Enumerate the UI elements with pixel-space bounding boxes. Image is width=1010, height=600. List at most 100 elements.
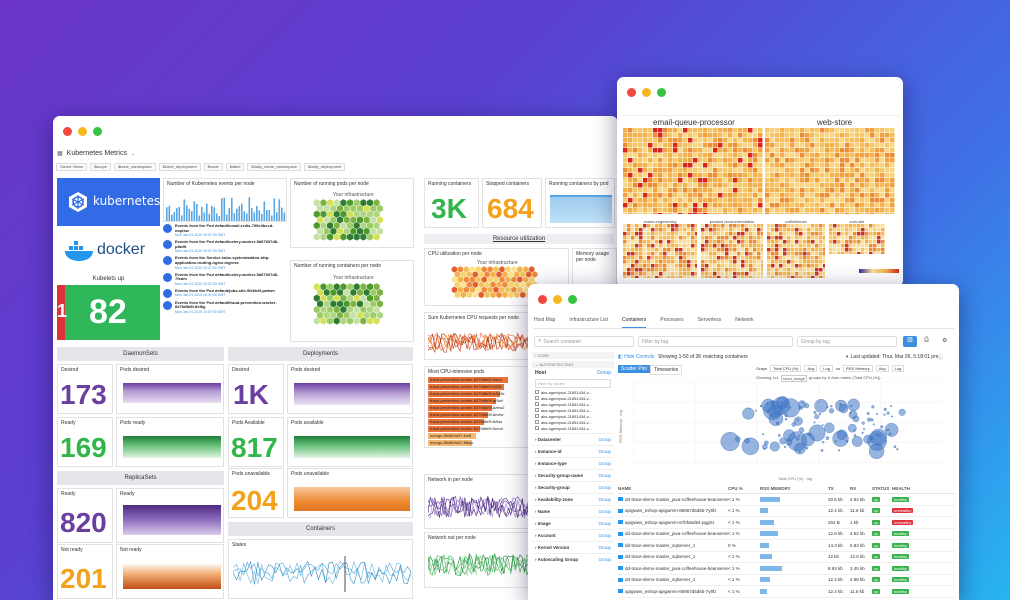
host-tile[interactable] [683, 272, 687, 276]
host-tile[interactable] [659, 244, 663, 248]
host-tile[interactable] [653, 148, 658, 153]
container-bubble[interactable] [781, 398, 800, 418]
host-tile[interactable] [780, 203, 785, 208]
host-tile[interactable] [749, 252, 753, 256]
container-name[interactable]: dd-trace-demo-master_java-coffeehouse-be… [625, 496, 728, 502]
template-variable-7[interactable]: $daily_deployment [304, 163, 346, 171]
host-tile[interactable] [780, 158, 785, 163]
host-tile[interactable] [688, 183, 693, 188]
host-tile[interactable] [627, 252, 631, 256]
host-tile[interactable] [785, 158, 790, 163]
host-tile[interactable] [753, 256, 757, 260]
container-bubble[interactable] [861, 431, 864, 434]
host-tile[interactable] [718, 133, 723, 138]
container-bubble[interactable] [818, 413, 822, 416]
host-tile[interactable] [673, 153, 678, 158]
host-tile[interactable] [877, 248, 881, 252]
hostmap-maximize-button[interactable] [657, 87, 666, 97]
host-tile[interactable] [728, 138, 733, 143]
host-tile[interactable] [861, 224, 865, 228]
host-tile[interactable] [830, 188, 835, 193]
host-tile[interactable] [679, 252, 683, 256]
host-tile[interactable] [647, 276, 651, 280]
host-tile[interactable] [800, 208, 805, 213]
host-value-row[interactable]: aks-agentpool-21851434-v... [532, 419, 614, 425]
host-tile[interactable] [765, 128, 770, 133]
host-tile[interactable] [850, 203, 855, 208]
host-tile[interactable] [709, 264, 713, 268]
host-tile[interactable] [765, 138, 770, 143]
host-tile[interactable] [648, 213, 653, 214]
host-tile[interactable] [638, 173, 643, 178]
host-tile[interactable] [743, 203, 748, 208]
host-tile[interactable] [748, 183, 753, 188]
host-tile[interactable] [753, 168, 758, 173]
host-tile[interactable] [795, 193, 800, 198]
x-metric-select[interactable]: Total CPU (%) [770, 365, 802, 372]
host-tile[interactable] [775, 240, 779, 244]
host-tile[interactable] [761, 260, 765, 264]
host-tile[interactable] [648, 158, 653, 163]
host-tile[interactable] [628, 213, 633, 214]
host-tile[interactable] [835, 173, 840, 178]
host-tile[interactable] [850, 183, 855, 188]
host-tile[interactable] [815, 173, 820, 178]
container-bubble[interactable] [830, 405, 833, 408]
host-tile[interactable] [775, 143, 780, 148]
host-tile[interactable] [810, 143, 815, 148]
host-tile[interactable] [861, 248, 865, 252]
facet-row[interactable]: › Image Group [532, 517, 614, 529]
host-tile[interactable] [860, 193, 865, 198]
host-tile[interactable] [675, 240, 679, 244]
host-tile[interactable] [623, 213, 628, 214]
host-tile[interactable] [811, 252, 815, 256]
host-tile[interactable] [738, 183, 743, 188]
host-tile[interactable] [837, 248, 841, 252]
host-tile[interactable] [663, 213, 668, 214]
host-tile[interactable] [865, 133, 870, 138]
host-tile[interactable] [725, 276, 729, 280]
host-tile[interactable] [783, 260, 787, 264]
host-tile[interactable] [668, 128, 673, 133]
host-tile[interactable] [795, 248, 799, 252]
host-tile[interactable] [688, 188, 693, 193]
host-tile[interactable] [865, 224, 869, 228]
host-tile[interactable] [770, 128, 775, 133]
host-tile[interactable] [765, 178, 770, 183]
host-tile[interactable] [639, 268, 643, 272]
host-tile[interactable] [648, 178, 653, 183]
host-tile[interactable] [633, 163, 638, 168]
host-tile[interactable] [855, 213, 860, 214]
host-tile[interactable] [807, 260, 811, 264]
host-tile[interactable] [749, 232, 753, 236]
host-tile[interactable] [701, 232, 705, 236]
host-tile[interactable] [829, 228, 833, 232]
host-tile[interactable] [708, 138, 713, 143]
host-tile[interactable] [865, 232, 869, 236]
host-tile[interactable] [663, 183, 668, 188]
host-tile[interactable] [861, 232, 865, 236]
host-tile[interactable] [780, 163, 785, 168]
host-tile[interactable] [795, 168, 800, 173]
host-tile[interactable] [881, 224, 885, 228]
host-tile[interactable] [775, 264, 779, 268]
host-tile[interactable] [800, 153, 805, 158]
host-tile[interactable] [761, 224, 765, 228]
container-bubble[interactable] [848, 423, 857, 433]
host-tile[interactable] [713, 228, 717, 232]
host-tile[interactable] [885, 133, 890, 138]
host-tile[interactable] [775, 252, 779, 256]
host-tile[interactable] [753, 178, 758, 183]
host-tile[interactable] [820, 153, 825, 158]
host-tile[interactable] [655, 276, 659, 280]
host-tile[interactable] [881, 240, 885, 244]
host-tile[interactable] [807, 272, 811, 276]
host-tile[interactable] [723, 148, 728, 153]
facet-row[interactable]: › Kernel Version Group [532, 541, 614, 553]
host-tile[interactable] [795, 198, 800, 203]
host-tile[interactable] [743, 208, 748, 213]
host-hexagon[interactable] [346, 316, 354, 326]
host-tile[interactable] [651, 248, 655, 252]
host-tile[interactable] [810, 208, 815, 213]
host-tile[interactable] [850, 208, 855, 213]
